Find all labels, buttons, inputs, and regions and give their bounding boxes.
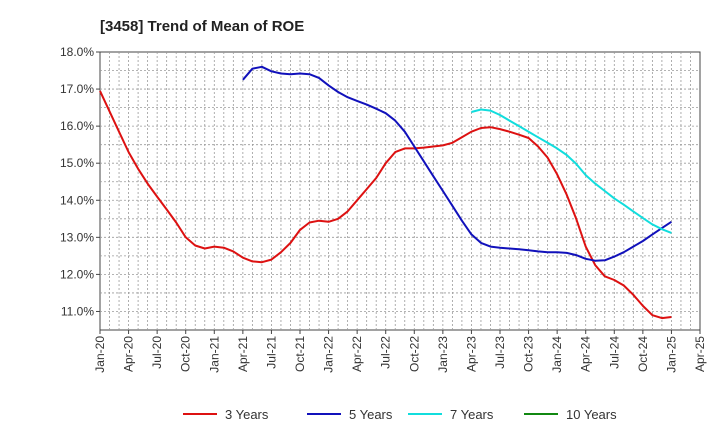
series-line-5-years bbox=[242, 65, 672, 262]
series-line-7-years bbox=[471, 108, 672, 234]
x-tick-label: Jul-20 bbox=[150, 336, 164, 369]
x-tick-label: Oct-20 bbox=[179, 336, 193, 372]
legend-label-7-years: 7 Years bbox=[450, 407, 494, 422]
x-tick-label: Oct-24 bbox=[636, 336, 650, 372]
x-tick-label: Jul-24 bbox=[607, 336, 621, 369]
axis-layer: 11.0% 12.0% 13.0% 14.0% 15.0% 16.0% 17.0% 18.0%… bbox=[60, 45, 707, 373]
x-tick-label: Jan-24 bbox=[550, 336, 564, 373]
x-tick-label: Apr-22 bbox=[350, 336, 364, 372]
x-tick-label: Apr-21 bbox=[236, 336, 250, 372]
plot-area bbox=[99, 51, 701, 331]
x-tick-label: Apr-20 bbox=[122, 336, 136, 372]
y-tick-label: 18.0% bbox=[60, 45, 94, 59]
y-tick-label: 15.0% bbox=[60, 156, 94, 170]
x-tick-label: Apr-25 bbox=[693, 336, 707, 372]
x-tick-label: Jan-22 bbox=[322, 336, 336, 373]
legend-label-3-years: 3 Years bbox=[225, 407, 269, 422]
chart-title: [3458] Trend of Mean of ROE bbox=[100, 18, 304, 35]
x-tick-label: Oct-22 bbox=[407, 336, 421, 372]
x-tick-label: Oct-21 bbox=[293, 336, 307, 372]
grid-layer bbox=[99, 51, 701, 331]
legend-item-5-years: 5 Years bbox=[307, 407, 393, 422]
y-tick-label: 14.0% bbox=[60, 193, 94, 207]
x-tick-label: Apr-23 bbox=[464, 336, 478, 372]
x-tick-label: Jan-23 bbox=[436, 336, 450, 373]
x-tick-label: Jul-23 bbox=[493, 336, 507, 369]
legend: 3 Years 5 Years 7 Years 10 Years bbox=[183, 407, 617, 422]
x-tick-label: Jan-20 bbox=[93, 336, 107, 373]
x-tick-label: Oct-23 bbox=[522, 336, 536, 372]
y-tick-label: 11.0% bbox=[61, 304, 94, 318]
series-line-3-years bbox=[99, 90, 672, 320]
x-tick-label: Jan-25 bbox=[664, 336, 678, 373]
legend-label-5-years: 5 Years bbox=[349, 407, 393, 422]
x-tick-label: Jul-22 bbox=[379, 336, 393, 369]
y-tick-label: 12.0% bbox=[60, 267, 94, 281]
y-tick-label: 13.0% bbox=[60, 230, 94, 244]
x-tick-label: Apr-24 bbox=[579, 336, 593, 372]
legend-label-10-years: 10 Years bbox=[566, 407, 617, 422]
x-tick-label: Jul-21 bbox=[264, 336, 278, 369]
legend-item-10-years: 10 Years bbox=[524, 407, 617, 422]
y-tick-label: 16.0% bbox=[60, 119, 94, 133]
legend-item-3-years: 3 Years bbox=[183, 407, 269, 422]
y-tick-label: 17.0% bbox=[60, 82, 94, 96]
series-layer bbox=[99, 65, 672, 320]
x-tick-label: Jan-21 bbox=[207, 336, 221, 373]
legend-item-7-years: 7 Years bbox=[408, 407, 494, 422]
